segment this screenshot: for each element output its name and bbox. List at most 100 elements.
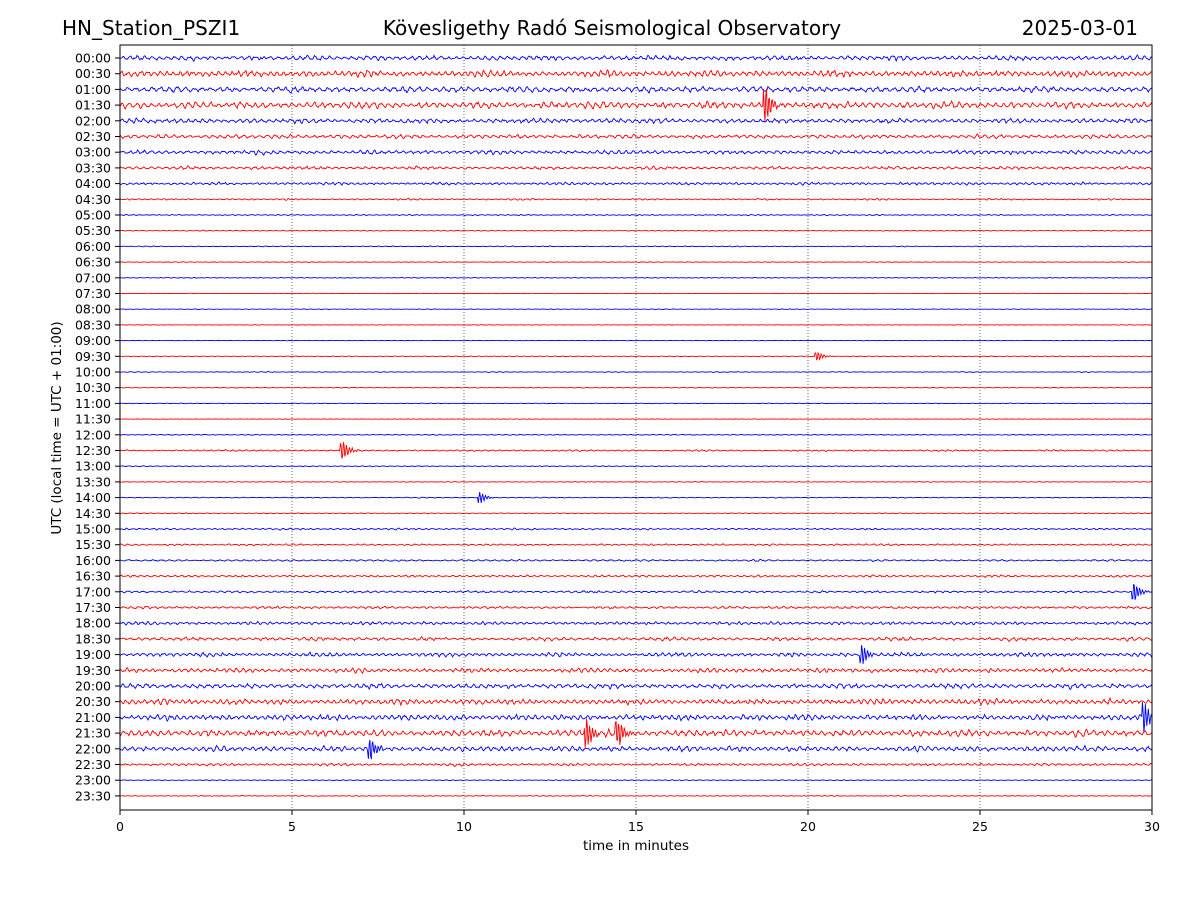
seismic-trace [119, 702, 1153, 733]
seismic-trace [119, 181, 1153, 186]
y-tick-label: 01:30 [75, 98, 111, 113]
x-axis-ticks: 0 5 10 15 20 25 30 [116, 810, 1160, 834]
y-tick-label: 10:30 [75, 380, 111, 395]
y-tick-label: 22:00 [75, 741, 111, 756]
seismic-trace [119, 739, 1153, 760]
y-tick-label: 19:30 [75, 663, 111, 678]
y-tick-label: 23:30 [75, 788, 111, 803]
seismic-trace [119, 635, 1153, 643]
seismic-trace [119, 666, 1153, 675]
y-tick-label: 09:30 [75, 349, 111, 364]
y-tick-label: 21:30 [75, 726, 111, 741]
y-tick-label: 22:30 [75, 757, 111, 772]
y-tick-label: 17:30 [75, 600, 111, 615]
y-tick-label: 20:00 [75, 679, 111, 694]
y-tick-label: 12:30 [75, 443, 111, 458]
seismic-trace [120, 527, 1153, 531]
observatory-title: Kövesligethy Radó Seismological Observat… [383, 16, 841, 40]
seismic-trace [120, 339, 1152, 342]
seismic-trace [119, 116, 1153, 125]
y-tick-label: 00:00 [75, 51, 111, 66]
x-axis-label: time in minutes [583, 838, 689, 854]
y-tick-label: 06:00 [75, 239, 111, 254]
x-tick-label: 5 [288, 819, 296, 834]
seismic-trace [119, 442, 1153, 459]
seismic-trace [119, 229, 1153, 232]
seismic-trace [119, 558, 1153, 562]
seismic-trace [119, 481, 1153, 483]
y-tick-label: 00:30 [75, 66, 111, 81]
plot-frame [119, 44, 1153, 811]
y-tick-label: 05:00 [75, 208, 111, 223]
y-tick-label: 01:00 [75, 82, 111, 97]
seismic-trace [119, 762, 1153, 768]
y-tick-label: 15:30 [75, 537, 111, 552]
station-title: HN_Station_PSZI1 [62, 16, 240, 40]
y-tick-label: 13:30 [75, 474, 111, 489]
x-tick-label: 15 [628, 819, 644, 834]
seismic-trace [119, 696, 1153, 707]
date-title: 2025-03-01 [1022, 16, 1138, 40]
seismic-trace [119, 620, 1153, 626]
seismic-trace [120, 512, 1153, 515]
y-tick-label: 03:30 [75, 160, 111, 175]
seismic-trace [119, 69, 1153, 79]
y-tick-label: 06:30 [75, 255, 111, 270]
seismic-trace [119, 779, 1153, 782]
y-tick-label: 13:00 [75, 459, 111, 474]
y-tick-label: 09:00 [75, 333, 111, 348]
y-tick-label: 18:00 [75, 616, 111, 631]
y-tick-label: 04:30 [75, 192, 111, 207]
y-tick-label: 17:00 [75, 584, 111, 599]
y-tick-label: 10:00 [75, 365, 111, 380]
seismic-trace [119, 197, 1153, 201]
y-tick-label: 19:00 [75, 647, 111, 662]
seismic-trace [120, 213, 1153, 217]
y-tick-label: 03:00 [75, 145, 111, 160]
seismic-trace [119, 543, 1153, 547]
seismic-trace [119, 491, 1152, 504]
seismic-trace [119, 574, 1153, 578]
seismic-trace [119, 133, 1153, 140]
seismic-trace [120, 276, 1153, 279]
y-tick-label: 02:30 [75, 129, 111, 144]
seismic-trace [119, 718, 1153, 748]
y-tick-label: 05:30 [75, 223, 111, 238]
seismic-trace [119, 149, 1153, 156]
y-tick-label: 16:30 [75, 569, 111, 584]
y-tick-label: 08:30 [75, 317, 111, 332]
y-tick-label: 23:00 [75, 773, 111, 788]
seismic-trace [120, 371, 1153, 373]
seismic-trace [119, 165, 1152, 171]
y-tick-label: 15:00 [75, 522, 111, 537]
seismic-trace [119, 682, 1153, 691]
seismic-trace [120, 386, 1153, 389]
y-tick-label: 02:00 [75, 113, 111, 128]
x-tick-label: 0 [116, 819, 124, 834]
y-tick-label: 14:00 [75, 490, 111, 505]
seismic-trace [119, 645, 1153, 664]
y-tick-label: 08:00 [75, 302, 111, 317]
y-axis-label: UTC (local time = UTC + 01:00) [49, 321, 65, 534]
seismic-trace [119, 351, 1153, 361]
x-tick-label: 30 [1144, 819, 1160, 834]
x-tick-label: 20 [800, 819, 816, 834]
seismic-trace [119, 88, 1153, 122]
seismic-trace [120, 418, 1153, 420]
y-tick-label: 20:30 [75, 694, 111, 709]
y-axis-ticks: 00:0000:3001:0001:3002:0002:3003:0003:30… [75, 51, 120, 803]
seismic-trace [119, 583, 1153, 600]
seismic-trace [120, 324, 1152, 326]
seismic-trace [120, 261, 1153, 263]
y-tick-label: 18:30 [75, 631, 111, 646]
y-tick-label: 07:00 [75, 270, 111, 285]
y-tick-label: 21:00 [75, 710, 111, 725]
y-tick-label: 07:30 [75, 286, 111, 301]
y-tick-label: 04:00 [75, 176, 111, 191]
seismic-trace [119, 292, 1153, 295]
x-tick-label: 10 [456, 819, 472, 834]
y-tick-label: 14:30 [75, 506, 111, 521]
seismic-trace [119, 605, 1153, 610]
y-tick-label: 11:00 [75, 396, 111, 411]
